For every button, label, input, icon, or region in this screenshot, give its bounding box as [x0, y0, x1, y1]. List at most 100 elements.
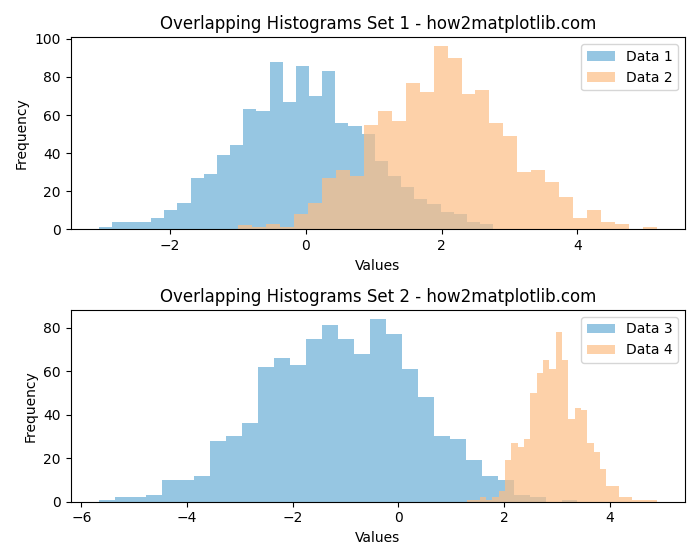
Bar: [467, 500, 473, 502]
Bar: [537, 374, 543, 502]
Bar: [349, 127, 362, 229]
Bar: [606, 487, 612, 502]
Bar: [531, 170, 545, 229]
Bar: [162, 480, 178, 502]
Bar: [645, 500, 651, 502]
Bar: [601, 222, 615, 229]
Bar: [266, 223, 280, 229]
Bar: [322, 178, 336, 229]
Bar: [388, 176, 401, 229]
Bar: [362, 134, 375, 229]
Bar: [461, 94, 475, 229]
Title: Overlapping Histograms Set 1 - how2matplotlib.com: Overlapping Histograms Set 1 - how2matpl…: [160, 15, 596, 33]
Bar: [138, 222, 151, 229]
Bar: [99, 500, 115, 502]
Bar: [280, 227, 294, 229]
Bar: [258, 367, 274, 502]
Bar: [524, 438, 531, 502]
Bar: [256, 111, 270, 229]
Bar: [651, 500, 657, 502]
Bar: [190, 178, 204, 229]
Bar: [164, 210, 178, 229]
Bar: [530, 497, 545, 502]
Bar: [573, 218, 587, 229]
Bar: [480, 497, 486, 502]
Bar: [489, 123, 503, 229]
Bar: [450, 438, 466, 502]
Bar: [612, 487, 619, 502]
Bar: [112, 222, 125, 229]
Bar: [493, 497, 499, 502]
Bar: [217, 155, 230, 229]
Bar: [561, 500, 577, 502]
Legend: Data 1, Data 2: Data 1, Data 2: [581, 44, 678, 90]
Title: Overlapping Histograms Set 2 - how2matplotlib.com: Overlapping Histograms Set 2 - how2matpl…: [160, 287, 596, 306]
Bar: [473, 500, 480, 502]
Bar: [486, 500, 493, 502]
Bar: [242, 423, 258, 502]
Bar: [619, 497, 625, 502]
Y-axis label: Frequency: Frequency: [24, 370, 38, 442]
Bar: [568, 419, 575, 502]
Bar: [543, 360, 550, 502]
Bar: [499, 491, 505, 502]
Bar: [308, 203, 322, 229]
Bar: [600, 469, 606, 502]
Bar: [480, 223, 494, 229]
Bar: [414, 199, 428, 229]
Bar: [125, 222, 138, 229]
Bar: [290, 365, 306, 502]
Bar: [418, 397, 434, 502]
Bar: [625, 497, 631, 502]
Bar: [270, 62, 283, 229]
Bar: [517, 172, 531, 229]
Bar: [594, 452, 600, 502]
Bar: [638, 500, 645, 502]
Bar: [440, 212, 454, 229]
Bar: [587, 443, 594, 502]
Bar: [434, 436, 450, 502]
Bar: [475, 90, 489, 229]
Bar: [322, 71, 335, 229]
Bar: [467, 222, 480, 229]
Bar: [99, 227, 112, 229]
Bar: [498, 480, 514, 502]
Bar: [428, 204, 440, 229]
Bar: [503, 136, 517, 229]
Bar: [294, 214, 308, 229]
Bar: [392, 121, 405, 229]
Bar: [643, 227, 657, 229]
Bar: [545, 181, 559, 229]
X-axis label: Values: Values: [355, 531, 400, 545]
Bar: [405, 83, 419, 229]
Bar: [559, 197, 573, 229]
Bar: [115, 497, 130, 502]
Bar: [283, 102, 296, 229]
Bar: [447, 58, 461, 229]
Bar: [512, 443, 518, 502]
Bar: [354, 354, 370, 502]
Bar: [210, 441, 226, 502]
Bar: [336, 170, 350, 229]
Bar: [195, 475, 210, 502]
Bar: [252, 227, 266, 229]
Bar: [562, 360, 568, 502]
Bar: [274, 358, 290, 502]
Legend: Data 3, Data 4: Data 3, Data 4: [582, 317, 678, 363]
Bar: [226, 436, 242, 502]
Bar: [482, 475, 498, 502]
Bar: [402, 369, 418, 502]
Bar: [374, 161, 388, 229]
Bar: [322, 325, 338, 502]
Bar: [550, 369, 556, 502]
Bar: [238, 226, 252, 229]
Bar: [244, 109, 256, 229]
Bar: [151, 218, 164, 229]
Bar: [178, 480, 195, 502]
Bar: [230, 146, 244, 229]
Bar: [364, 124, 378, 229]
Bar: [378, 111, 392, 229]
Bar: [309, 96, 322, 229]
Bar: [386, 334, 402, 502]
Bar: [401, 188, 414, 229]
